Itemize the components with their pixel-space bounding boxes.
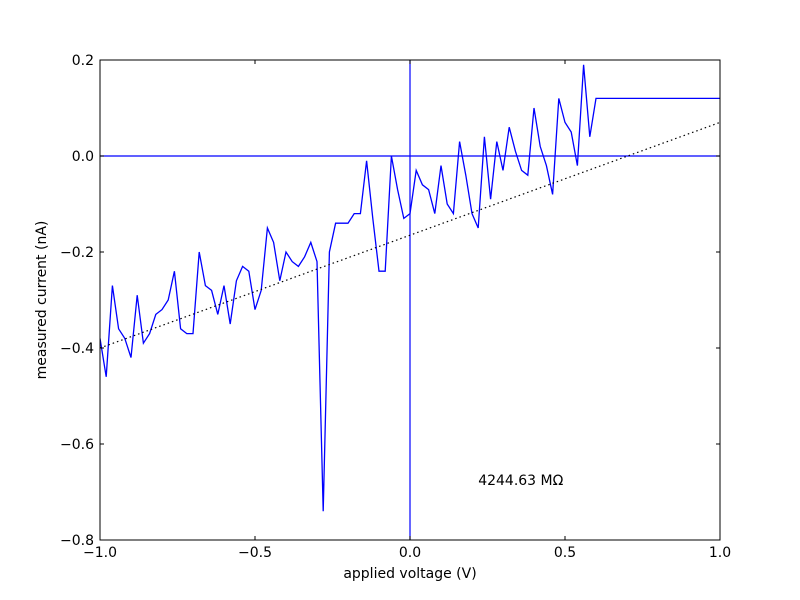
y-tick-label: −0.2 [60,245,94,261]
fit-line [100,121,720,349]
data-series-line [100,64,720,512]
x-axis: −1.0 −0.5 0.0 0.5 1.0 [83,60,731,561]
x-tick-label: 1.0 [709,545,731,561]
x-tick-label: 0.5 [554,545,576,561]
y-axis-label: measured current (nA) [34,221,50,380]
y-tick-label: −0.8 [60,533,94,549]
y-axis: −0.8 −0.6 −0.4 −0.2 0.0 0.2 [60,53,720,549]
x-tick-label: 0.0 [399,545,421,561]
resistance-annotation: 4244.63 MΩ [478,473,563,489]
y-tick-label: −0.6 [60,437,94,453]
y-tick-label: 0.0 [72,149,94,165]
x-tick-label: −1.0 [83,545,117,561]
y-tick-label: 0.2 [72,53,94,69]
x-tick-label: −0.5 [238,545,272,561]
plot-area [99,59,721,541]
x-axis-label: applied voltage (V) [343,566,476,582]
y-tick-label: −0.4 [60,341,94,357]
